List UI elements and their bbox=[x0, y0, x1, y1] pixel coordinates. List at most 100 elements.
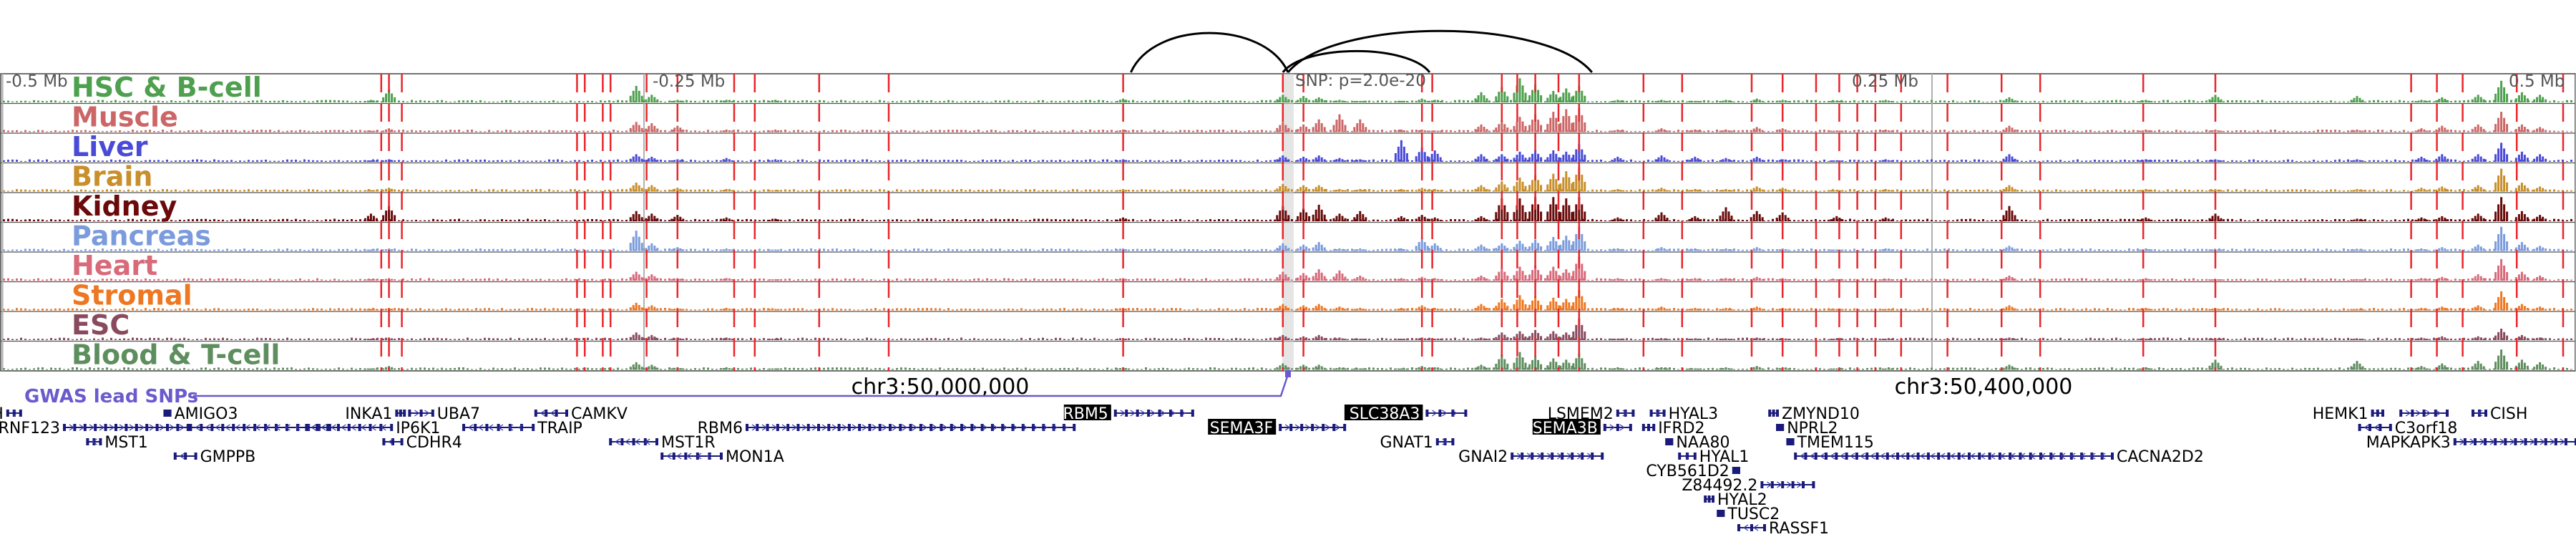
signal-noise-bar bbox=[814, 249, 816, 251]
signal-noise-bar bbox=[153, 190, 155, 192]
signal-peak-bar bbox=[650, 95, 653, 102]
signal-noise-bar bbox=[398, 279, 400, 281]
signal-noise-bar bbox=[1634, 100, 1636, 102]
signal-peak-bar bbox=[1394, 219, 1397, 221]
signal-noise-bar bbox=[1652, 250, 1654, 251]
signal-noise-bar bbox=[1231, 159, 1233, 162]
signal-noise-bar bbox=[600, 131, 602, 132]
signal-noise-bar bbox=[1179, 218, 1181, 221]
signal-noise-bar bbox=[1918, 100, 1920, 102]
signal-peak-bar bbox=[1663, 248, 1666, 251]
signal-peak-bar bbox=[1418, 216, 1420, 221]
signal-noise-bar bbox=[2343, 131, 2345, 132]
signal-noise-bar bbox=[2107, 249, 2109, 251]
signal-noise-bar bbox=[2510, 100, 2512, 102]
signal-noise-bar bbox=[1673, 248, 1675, 251]
signal-noise-bar bbox=[338, 189, 340, 192]
signal-noise-bar bbox=[312, 189, 314, 192]
signal-noise-bar bbox=[2493, 100, 2495, 102]
signal-peak-bar bbox=[2520, 183, 2523, 192]
signal-noise-bar bbox=[737, 130, 739, 132]
signal-peak-bar bbox=[771, 190, 774, 192]
signal-noise-bar bbox=[436, 250, 439, 251]
signal-noise-bar bbox=[2347, 159, 2349, 162]
signal-peak-bar bbox=[2214, 159, 2217, 162]
signal-noise-bar bbox=[2205, 190, 2207, 192]
signal-noise-bar bbox=[2016, 160, 2019, 162]
signal-peak-bar bbox=[1426, 100, 1429, 102]
signal-noise-bar bbox=[235, 249, 237, 251]
signal-peak-bar bbox=[1666, 159, 1669, 162]
signal-peak-bar bbox=[1439, 157, 1442, 162]
signal-peak-bar bbox=[1724, 129, 1727, 132]
signal-peak-bar bbox=[1485, 188, 1488, 192]
signal-peak-bar bbox=[2477, 244, 2479, 251]
signal-noise-bar bbox=[613, 218, 615, 221]
signal-noise-bar bbox=[84, 100, 87, 102]
signal-peak-bar bbox=[1119, 249, 1122, 251]
signal-noise-bar bbox=[37, 130, 39, 132]
signal-noise-bar bbox=[806, 131, 808, 132]
signal-noise-bar bbox=[406, 160, 409, 162]
signal-peak-bar bbox=[1581, 90, 1584, 102]
signal-noise-bar bbox=[801, 159, 804, 162]
signal-noise-bar bbox=[870, 101, 872, 102]
signal-noise-bar bbox=[248, 219, 250, 221]
signal-noise-bar bbox=[1325, 219, 1327, 221]
signal-peak-bar bbox=[1353, 160, 1356, 162]
signal-peak-bar bbox=[1279, 211, 1282, 221]
signal-noise-bar bbox=[527, 160, 529, 162]
signal-noise-bar bbox=[2257, 160, 2259, 162]
signal-noise-bar bbox=[1849, 159, 1851, 162]
signal-noise-bar bbox=[2454, 190, 2457, 192]
signal-peak-bar bbox=[2426, 160, 2429, 162]
signal-noise-bar bbox=[789, 160, 791, 162]
signal-noise-bar bbox=[913, 190, 915, 192]
signal-noise-bar bbox=[2167, 219, 2169, 221]
signal-noise-bar bbox=[1716, 100, 1718, 102]
signal-noise-bar bbox=[591, 249, 593, 251]
signal-noise-bar bbox=[1510, 130, 1512, 132]
signal-noise-bar bbox=[2321, 101, 2323, 102]
signal-noise-bar bbox=[89, 130, 91, 132]
signal-noise-bar bbox=[1471, 131, 1473, 132]
signal-noise-bar bbox=[80, 189, 82, 192]
signal-noise-bar bbox=[2373, 219, 2375, 221]
signal-noise-bar bbox=[209, 160, 211, 162]
signal-peak-bar bbox=[1516, 181, 1518, 192]
signal-noise-bar bbox=[209, 219, 211, 221]
signal-noise-bar bbox=[222, 219, 224, 221]
signal-peak-bar bbox=[1546, 124, 1549, 132]
signal-noise-bar bbox=[1986, 130, 1989, 132]
signal-peak-bar bbox=[769, 220, 771, 221]
signal-noise-bar bbox=[1943, 220, 1946, 221]
signal-noise-bar bbox=[226, 248, 228, 251]
signal-peak-bar bbox=[1558, 124, 1561, 132]
signal-noise-bar bbox=[1810, 220, 1813, 221]
signal-noise-bar bbox=[321, 130, 323, 132]
signal-noise-bar bbox=[286, 130, 288, 132]
signal-noise-bar bbox=[2081, 219, 2083, 221]
signal-noise-bar bbox=[1106, 248, 1108, 251]
signal-noise-bar bbox=[359, 160, 361, 162]
signal-noise-bar bbox=[475, 160, 477, 162]
signal-noise-bar bbox=[625, 279, 628, 281]
signal-noise-bar bbox=[1853, 100, 1855, 102]
signal-peak-bar bbox=[1308, 129, 1311, 132]
signal-noise-bar bbox=[484, 159, 486, 162]
signal-peak-bar bbox=[1314, 209, 1317, 221]
signal-noise-bar bbox=[1819, 160, 1821, 162]
signal-noise-bar bbox=[2055, 130, 2057, 132]
signal-noise-bar bbox=[415, 220, 417, 221]
signal-peak-bar bbox=[1552, 112, 1555, 132]
signal-noise-bar bbox=[1433, 250, 1435, 251]
signal-peak-bar bbox=[1338, 158, 1341, 162]
signal-noise-bar bbox=[2072, 130, 2074, 132]
signal-noise-bar bbox=[595, 131, 597, 132]
signal-noise-bar bbox=[46, 279, 48, 281]
signal-noise-bar bbox=[205, 101, 207, 102]
signal-peak-bar bbox=[1308, 216, 1311, 221]
signal-noise-bar bbox=[230, 249, 233, 251]
signal-noise-bar bbox=[1737, 160, 1740, 162]
signal-noise-bar bbox=[724, 100, 726, 102]
